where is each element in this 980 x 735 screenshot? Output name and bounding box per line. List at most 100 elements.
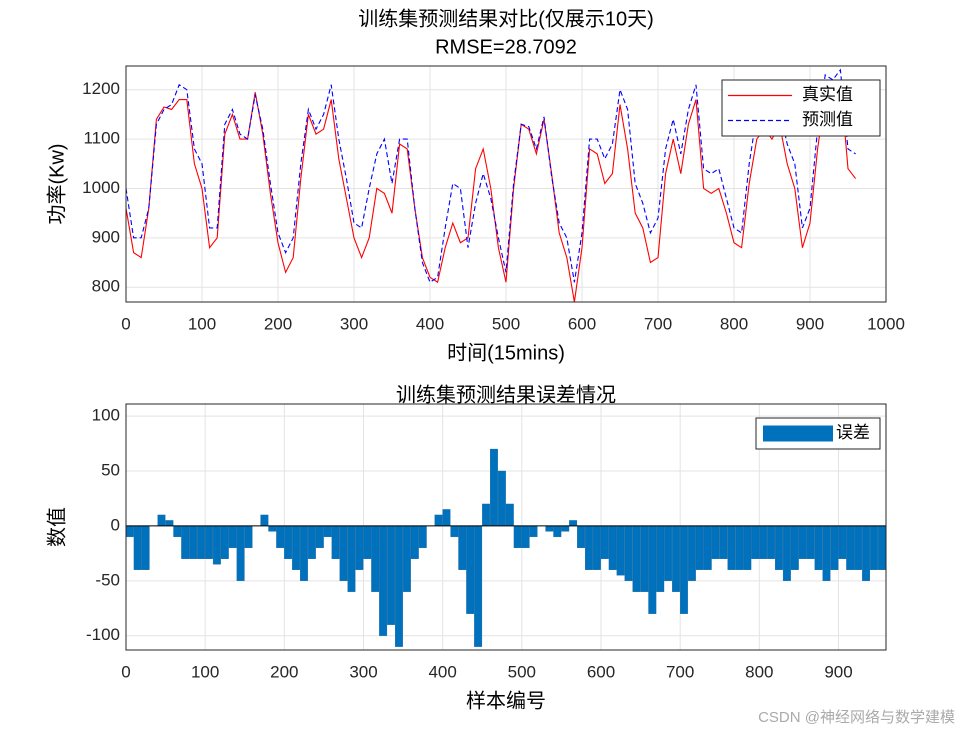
bar <box>664 525 673 581</box>
x-tick-label: 200 <box>264 314 292 333</box>
bar <box>126 525 134 538</box>
bar <box>790 525 799 570</box>
legend-swatch <box>763 425 833 442</box>
chart-title: 训练集预测结果误差情况 <box>396 383 616 406</box>
x-axis-label: 样本编号 <box>466 689 546 712</box>
y-axis-label: 数值 <box>45 507 68 547</box>
legend-label: 真实值 <box>802 85 853 104</box>
bar <box>490 448 498 527</box>
bar <box>165 520 174 527</box>
bar <box>466 525 475 614</box>
bar <box>846 525 855 570</box>
bar <box>410 525 419 559</box>
bar <box>205 525 213 559</box>
bar <box>300 525 308 581</box>
bar <box>656 525 665 592</box>
series-line <box>126 68 856 284</box>
x-tick-label: 100 <box>191 662 219 681</box>
bar <box>814 525 823 570</box>
bar <box>680 525 688 614</box>
bar <box>632 525 641 592</box>
y-tick-label: 1200 <box>82 79 120 98</box>
bar <box>284 525 293 559</box>
bar <box>545 525 554 532</box>
axes: 0 100 200 300 400 500 600 700 800 900 -100 -50 0 50 10… <box>45 383 887 712</box>
bar <box>133 525 142 570</box>
bar <box>695 525 704 570</box>
bar <box>822 525 831 581</box>
y-tick-label: 100 <box>92 406 120 425</box>
bar <box>458 525 467 570</box>
bar <box>600 525 609 559</box>
bar <box>616 525 625 576</box>
x-tick-label: 600 <box>568 314 596 333</box>
x-tick-label: 400 <box>416 314 444 333</box>
chart-subtitle: RMSE=28.7092 <box>435 36 577 58</box>
bar <box>355 525 364 570</box>
bar <box>648 525 657 614</box>
axes: 0 100 200 300 400 500 600 700 800 900 1000 800 900 10… <box>45 7 905 364</box>
bar <box>767 525 775 559</box>
bar <box>371 525 380 592</box>
bar <box>553 525 562 538</box>
bar <box>569 520 578 527</box>
x-tick-label: 100 <box>188 314 216 333</box>
bar <box>276 525 285 549</box>
bar <box>157 514 166 527</box>
x-tick-label: 900 <box>824 662 852 681</box>
chart-title: 训练集预测结果对比(仅展示10天) <box>358 7 654 30</box>
y-tick-label: -50 <box>95 570 120 589</box>
bar <box>877 525 886 570</box>
axes-box <box>125 65 887 303</box>
bar <box>260 514 269 527</box>
bar <box>513 525 522 549</box>
bar <box>315 525 324 549</box>
y-tick-label: 1100 <box>83 129 120 148</box>
bar <box>759 525 768 559</box>
bar <box>838 525 847 559</box>
bar <box>521 525 530 549</box>
bar <box>220 525 229 559</box>
bar <box>339 525 348 581</box>
bar <box>529 525 538 538</box>
bar <box>687 525 696 581</box>
bar <box>806 525 815 559</box>
bar <box>608 525 617 570</box>
bar <box>703 525 712 570</box>
x-tick-label: 500 <box>508 662 536 681</box>
bar <box>450 525 459 538</box>
bar <box>751 525 760 559</box>
plot-content <box>126 68 857 302</box>
bar <box>854 525 863 570</box>
bar <box>228 525 237 549</box>
x-tick-label: 700 <box>666 662 694 681</box>
axes-box <box>125 403 887 651</box>
bar <box>672 525 680 592</box>
x-tick-label: 500 <box>492 314 520 333</box>
bar <box>173 525 182 538</box>
bar <box>292 525 300 570</box>
y-axis-label: 功率(Kw) <box>45 143 68 224</box>
legend-box <box>721 79 881 137</box>
bar <box>387 525 395 625</box>
bar <box>197 525 205 559</box>
x-tick-label: 1000 <box>867 314 905 333</box>
x-tick-label: 800 <box>720 314 748 333</box>
bar <box>727 525 736 570</box>
bar <box>735 525 744 570</box>
x-tick-label: 700 <box>644 314 672 333</box>
bar <box>585 525 593 570</box>
bar <box>363 525 372 559</box>
bar <box>482 503 490 527</box>
bar <box>307 525 316 559</box>
y-tick-label: 0 <box>111 515 120 534</box>
bar <box>474 525 483 647</box>
x-tick-label: 300 <box>349 662 377 681</box>
bar <box>395 525 403 647</box>
y-tick-label: 800 <box>92 277 120 296</box>
bar <box>244 525 253 549</box>
bar <box>577 525 585 549</box>
legend-label: 预测值 <box>802 110 853 129</box>
y-tick-label: 1000 <box>82 178 120 197</box>
bar <box>561 525 570 532</box>
